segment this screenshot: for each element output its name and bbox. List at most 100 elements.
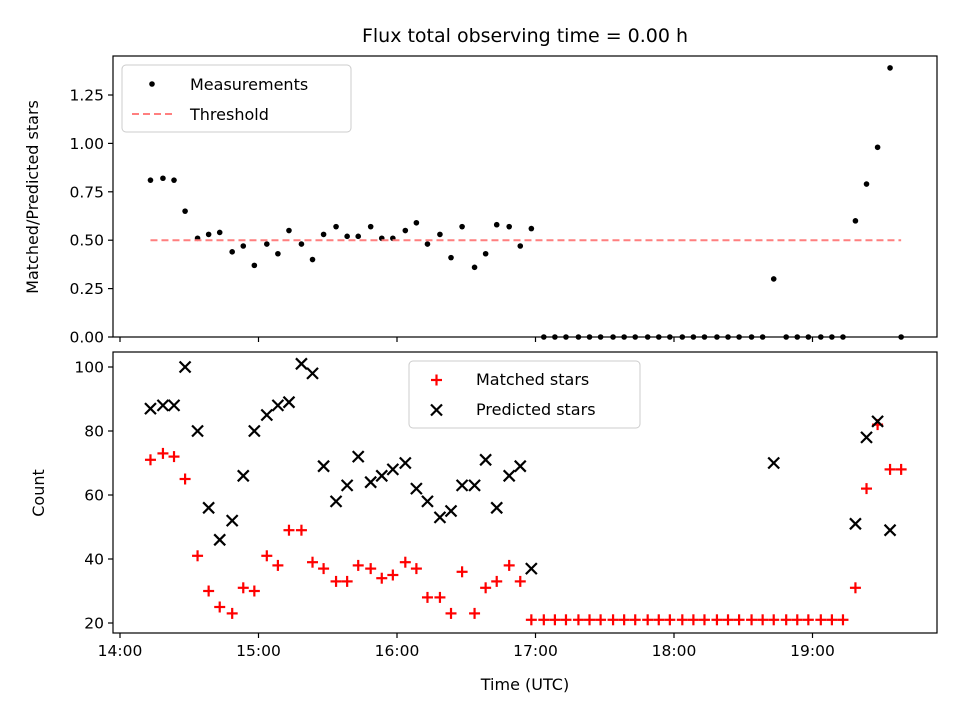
x-b	[455, 479, 469, 492]
bottom-legend: Matched stars Predicted stars	[408, 360, 641, 429]
predicted-stars-point	[849, 517, 862, 531]
matched-stars-point	[341, 575, 353, 587]
matched-stars-point	[434, 591, 446, 603]
matched-stars-point	[884, 463, 896, 475]
matched-stars-point	[491, 575, 503, 587]
measurement-point	[367, 223, 374, 230]
predicted-stars-point	[271, 399, 285, 412]
x-b	[295, 357, 308, 371]
matched-stars-point	[168, 451, 180, 463]
x-b	[430, 403, 443, 417]
matched-stars-point	[214, 601, 226, 613]
predicted-stars-point	[421, 495, 434, 508]
predicted-stars-point	[410, 482, 423, 495]
matched-stars-point	[330, 575, 342, 587]
legend-marker-predicted	[430, 403, 443, 417]
legend-label-predicted: Predicted stars	[476, 400, 596, 419]
axes-frame	[112, 351, 938, 634]
x-b	[468, 479, 481, 492]
x-b	[191, 424, 204, 438]
x-b	[271, 399, 285, 412]
matched-stars-point	[815, 614, 827, 626]
matched-stars-point	[179, 473, 191, 485]
x-b	[329, 495, 343, 508]
matched-stars-point	[445, 607, 457, 619]
matched-stars-point	[144, 454, 156, 466]
predicted-stars-point	[225, 514, 239, 527]
x-b	[248, 424, 261, 438]
predicted-stars-point	[191, 424, 204, 438]
measurement-point	[240, 243, 247, 249]
axes-frame	[112, 55, 938, 338]
x-b	[167, 399, 181, 412]
bottom-axes: 20 40 60 80 100 14:00 15:00 16:00 17:00 18:00 19:0…	[74, 351, 938, 660]
x-b	[513, 459, 527, 473]
measurement-point	[160, 175, 166, 182]
matched-stars-point	[421, 591, 433, 603]
predicted-stars-point	[213, 533, 226, 547]
top-legend: Measurements Threshold	[121, 64, 352, 133]
matched-stars-point	[192, 550, 204, 562]
matched-stars-point	[664, 614, 676, 626]
predicted-stars-point	[502, 469, 516, 483]
legend-box	[408, 360, 641, 429]
predicted-stars-point	[351, 450, 365, 463]
measurement-point	[402, 227, 409, 234]
matched-stars-point	[203, 585, 215, 597]
x-b	[202, 501, 215, 515]
y-tick-label: 80	[84, 423, 104, 441]
x-b	[444, 504, 458, 518]
predicted-stars-point	[468, 479, 481, 492]
x-b	[490, 501, 503, 515]
measurement-point	[528, 225, 535, 232]
x-tick-label: 17:00	[513, 642, 558, 660]
y-tick-label: 1.00	[69, 135, 104, 153]
matched-stars-point	[595, 614, 607, 626]
predicted-stars-point	[455, 479, 469, 492]
predicted-stars-point	[340, 479, 354, 492]
matched-stars-point	[676, 614, 688, 626]
matched-stars-point	[722, 614, 734, 626]
measurement-point	[424, 241, 431, 247]
matched-stars-point	[365, 563, 377, 575]
x-b	[178, 360, 192, 374]
matched-stars-point	[514, 575, 526, 587]
measurement-point	[506, 223, 512, 230]
top-chart-title: Flux total observing time = 0.00 h	[362, 25, 688, 47]
top-y-axis-label: Matched/Predicted stars	[23, 100, 42, 294]
matched-stars-point	[791, 614, 803, 626]
x-b	[225, 514, 239, 527]
x-b	[351, 450, 365, 463]
predicted-stars-point	[167, 399, 181, 412]
matched-stars-point	[642, 614, 654, 626]
series-predicted-stars	[144, 357, 897, 575]
measurement-point	[459, 223, 465, 230]
series-matched-stars	[144, 419, 907, 626]
measurement-point	[229, 249, 235, 255]
x-tick-label: 14:00	[98, 642, 143, 660]
x-b	[213, 533, 226, 547]
measurement-point	[517, 243, 524, 249]
matched-stars-point	[584, 614, 596, 626]
predicted-stars-point	[156, 399, 170, 412]
measurement-point	[320, 231, 327, 238]
matched-stars-point	[687, 614, 699, 626]
x-b	[525, 562, 538, 575]
x-b	[306, 367, 319, 380]
matched-stars-point	[387, 569, 399, 581]
predicted-stars-point	[513, 459, 527, 473]
predicted-stars-point	[525, 562, 538, 575]
x-b	[849, 517, 862, 531]
matched-stars-point	[503, 559, 515, 571]
predicted-stars-point	[860, 431, 873, 444]
y-tick-label: 1.25	[69, 87, 104, 105]
measurement-point	[286, 227, 292, 234]
legend-marker-measurements	[149, 81, 155, 87]
measurement-point	[482, 250, 489, 257]
predicted-stars-point	[202, 501, 215, 515]
y-tick-label: 0.75	[69, 183, 104, 201]
measurement-point	[437, 231, 443, 238]
bottom-y-axis-label: Count	[29, 469, 48, 517]
predicted-stars-point	[317, 459, 330, 473]
